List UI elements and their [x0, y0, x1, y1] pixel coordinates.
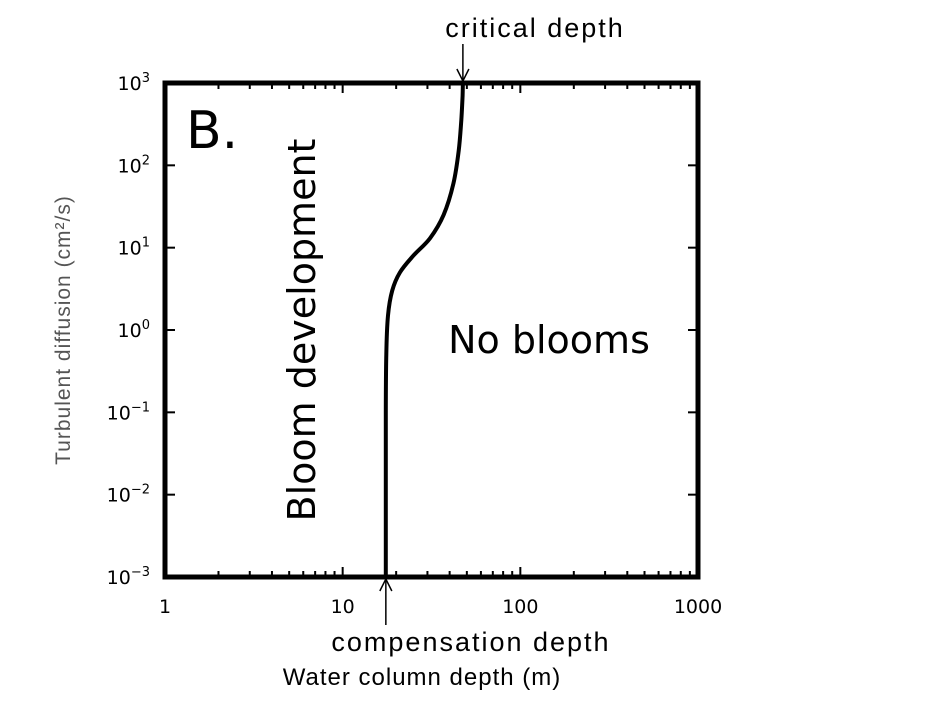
y-tick-label: 10−1 — [107, 400, 150, 424]
y-tick-labels: 10−3 10−2 10−1 100 101 102 103 — [107, 71, 150, 589]
critical-depth-label: critical depth — [445, 13, 625, 43]
critical-depth-curve — [383, 82, 465, 577]
y-tick-label: 103 — [118, 71, 150, 95]
compensation-depth-label: compensation depth — [331, 627, 610, 657]
x-axis-label: Water column depth (m) — [283, 664, 562, 691]
compensation-depth-arrow — [379, 577, 393, 625]
x-tick-label: 100 — [502, 596, 538, 618]
panel-label: B. — [186, 101, 238, 161]
y-tick-label: 102 — [118, 153, 150, 177]
critical-depth-arrow — [456, 44, 470, 83]
y-tick-label: 10−2 — [107, 483, 150, 507]
bloom-development-label: Bloom development — [280, 139, 324, 522]
x-tick-label: 1000 — [674, 596, 722, 618]
plot-frame — [162, 80, 701, 580]
no-blooms-label: No blooms — [448, 318, 650, 362]
y-tick-label: 101 — [118, 236, 150, 260]
arrow-head — [379, 577, 393, 592]
y-tick-label: 10−3 — [107, 565, 150, 589]
arrow-head — [456, 68, 470, 83]
x-tick-labels: 1 10 100 1000 — [159, 596, 722, 618]
y-tick-label: 100 — [118, 318, 150, 342]
y-axis-label: Turbulent diffusion (cm²/s) — [52, 195, 75, 465]
x-tick-label: 10 — [331, 596, 355, 618]
x-tick-label: 1 — [159, 596, 171, 618]
